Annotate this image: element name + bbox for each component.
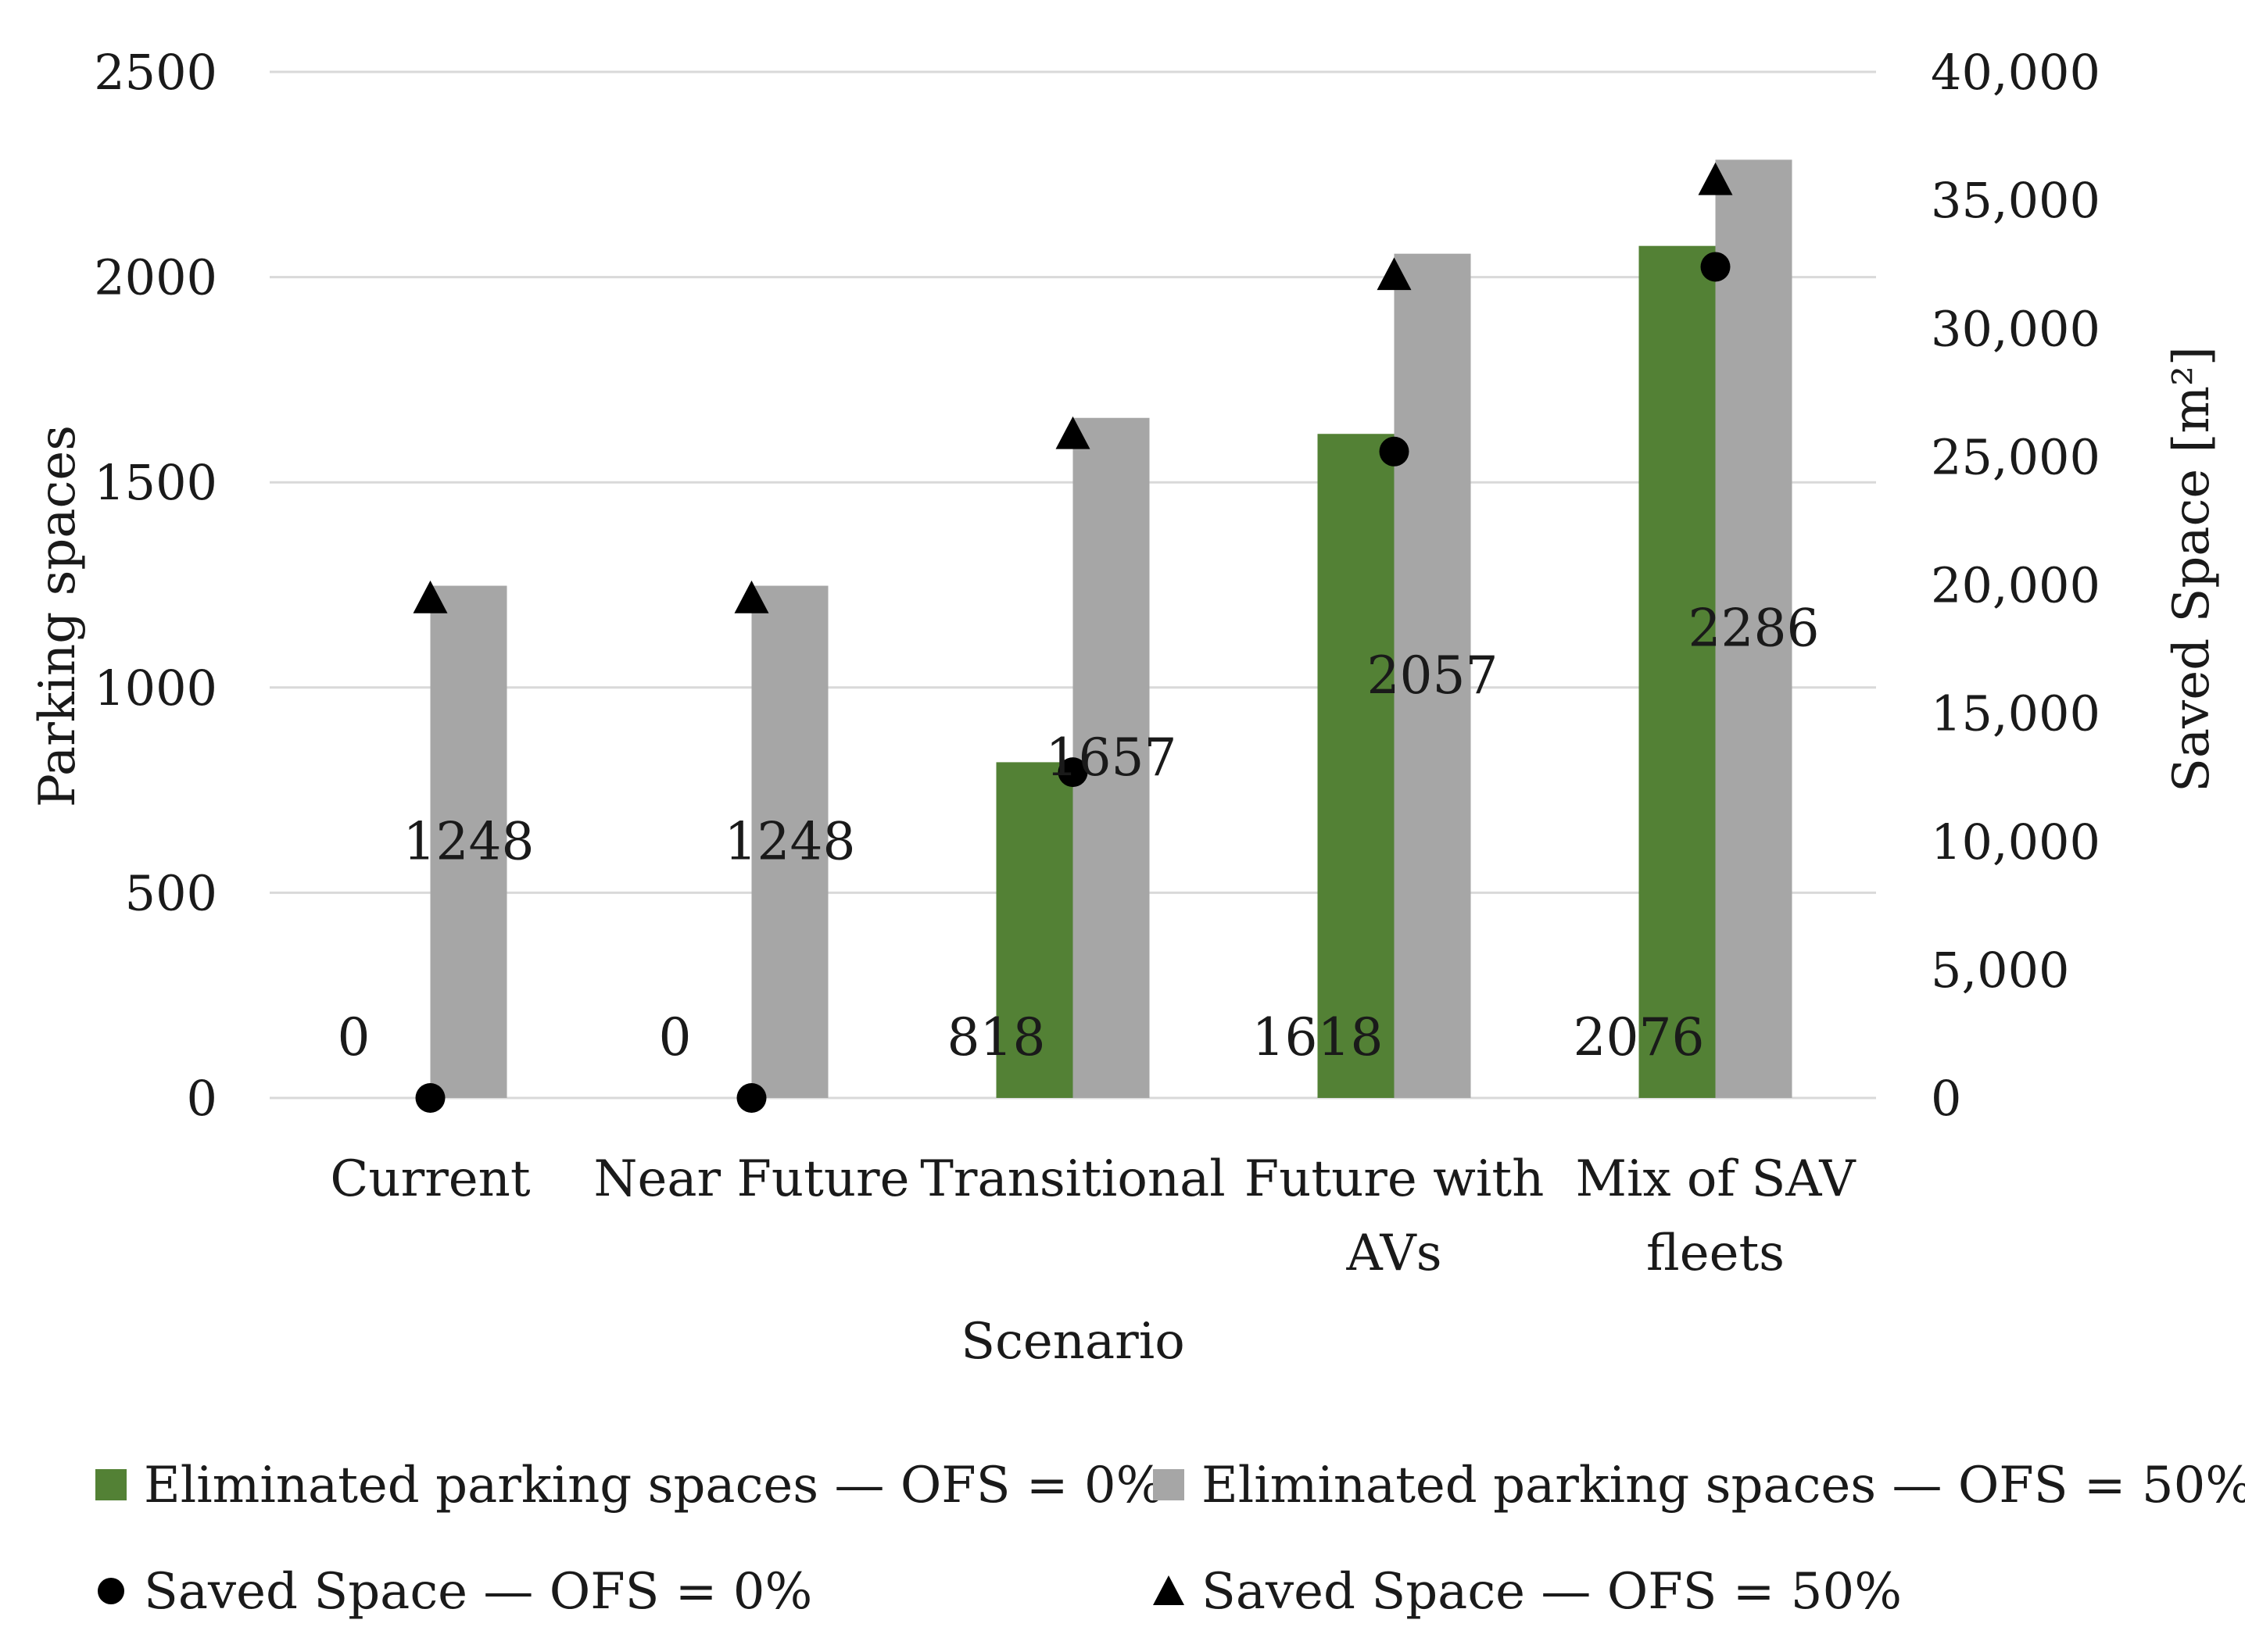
- data-label-ofs50: 2286: [1688, 599, 1820, 659]
- legend-item: Eliminated parking spaces — OFS = 50%: [1153, 1457, 2245, 1514]
- data-label-ofs0: 0: [659, 1007, 692, 1067]
- markers: [413, 162, 1733, 1113]
- y2-tick-label: 10,000: [1931, 813, 2100, 871]
- x-category-label: Near Future: [594, 1150, 910, 1208]
- y-tick-label: 1500: [94, 454, 217, 511]
- x-category-label: AVs: [1345, 1225, 1441, 1282]
- data-label-ofs0: 1618: [1252, 1007, 1384, 1067]
- data-label-ofs50: 1657: [1046, 728, 1177, 788]
- bar-ofs50: [430, 585, 507, 1098]
- y2-tick-label: 30,000: [1931, 300, 2100, 357]
- bar-ofs50: [1072, 417, 1150, 1098]
- y2-tick-label: 20,000: [1931, 557, 2100, 614]
- legend-swatch: [95, 1469, 127, 1500]
- marker-circle: [736, 1083, 767, 1113]
- x-category-label: Mix of SAV: [1575, 1150, 1857, 1208]
- legend-label: Saved Space — OFS = 0%: [144, 1563, 812, 1621]
- legend-circle-marker: [98, 1578, 124, 1604]
- bar-ofs0: [996, 762, 1073, 1098]
- marker-triangle: [413, 580, 448, 613]
- data-labels: 0 1248 0 1248 818 1657 1618 2057 2076 2286: [338, 599, 1820, 1067]
- legend-item: Saved Space — OFS = 0%: [98, 1563, 812, 1621]
- data-label-ofs0: 2076: [1574, 1007, 1705, 1067]
- legend-triangle-marker: [1153, 1575, 1184, 1605]
- y2-tick-label: 35,000: [1931, 172, 2100, 229]
- y2-tick-label: 15,000: [1931, 685, 2100, 742]
- y2-tick-label: 40,000: [1931, 44, 2100, 101]
- x-axis-title: Scenario: [961, 1313, 1185, 1371]
- bars: [430, 159, 1792, 1099]
- marker-triangle: [734, 580, 769, 613]
- legend-swatch: [1153, 1469, 1184, 1500]
- marker-triangle: [1055, 416, 1090, 449]
- x-category-label: fleets: [1646, 1225, 1785, 1282]
- data-label-ofs50: 1248: [403, 811, 535, 871]
- legend-item: Eliminated parking spaces — OFS = 0%: [95, 1457, 1163, 1514]
- data-label-ofs0: 0: [338, 1007, 371, 1067]
- bar-ofs50: [751, 585, 829, 1098]
- marker-circle: [1058, 757, 1088, 788]
- y2-tick-label: 25,000: [1931, 428, 2100, 485]
- legend-label: Saved Space — OFS = 50%: [1201, 1563, 1902, 1621]
- bar-ofs0: [1638, 245, 1716, 1098]
- bar-ofs50: [1715, 159, 1792, 1098]
- axes: 0 500 1000 1500 2000 2500 0 5,000 10,000 15,000 20…: [29, 44, 2221, 1371]
- marker-circle: [415, 1083, 446, 1113]
- bar-ofs50: [1394, 253, 1471, 1099]
- y-tick-label: 500: [125, 864, 217, 921]
- y-tick-label: 2000: [94, 249, 217, 306]
- marker-triangle: [1698, 162, 1733, 195]
- y-tick-label: 1000: [94, 660, 217, 717]
- y2-tick-label: 5,000: [1931, 942, 2070, 999]
- marker-triangle: [1377, 257, 1412, 291]
- x-category-label: Transitional: [920, 1150, 1226, 1208]
- x-category-label: Current: [330, 1150, 530, 1208]
- legend: Eliminated parking spaces — OFS = 0% Elim…: [95, 1457, 2245, 1621]
- marker-circle: [1379, 436, 1409, 467]
- legend-label: Eliminated parking spaces — OFS = 0%: [144, 1457, 1163, 1514]
- data-label-ofs50: 2057: [1367, 645, 1498, 706]
- data-label-ofs0: 818: [947, 1007, 1046, 1067]
- legend-label: Eliminated parking spaces — OFS = 50%: [1201, 1457, 2245, 1514]
- data-label-ofs50: 1248: [725, 811, 856, 871]
- y2-tick-label: 0: [1931, 1070, 1961, 1127]
- marker-circle: [1700, 252, 1731, 282]
- y-tick-label: 0: [187, 1070, 217, 1127]
- x-category-label: Future with: [1244, 1150, 1545, 1208]
- y2-axis-title: Saved Space [m²]: [2163, 346, 2221, 792]
- y-tick-label: 2500: [94, 44, 217, 101]
- bar-ofs0: [1317, 434, 1395, 1098]
- y-axis-title: Parking spaces: [29, 425, 87, 807]
- legend-item: Saved Space — OFS = 50%: [1153, 1563, 1902, 1621]
